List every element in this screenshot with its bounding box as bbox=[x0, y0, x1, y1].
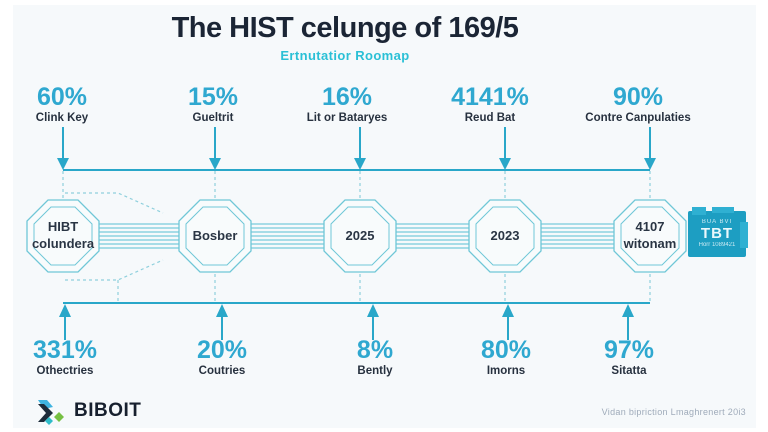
edge-top bbox=[0, 0, 768, 5]
stat-value: 15% bbox=[187, 83, 239, 111]
stat-value: 97% bbox=[603, 336, 655, 364]
stat-label: Othectries bbox=[36, 365, 94, 378]
stat-top-1: 60% Clink Key bbox=[0, 83, 137, 125]
stat-label: Coutries bbox=[198, 365, 246, 378]
stat-label: Contre Canpulaties bbox=[585, 112, 691, 125]
dashed-connectors bbox=[62, 171, 651, 302]
node-line: 4107 bbox=[635, 219, 665, 235]
node-label-3: 2025 bbox=[310, 214, 410, 258]
edge-right bbox=[756, 0, 768, 432]
stat-label: Gueltrit bbox=[192, 112, 234, 125]
stat-value: 16% bbox=[321, 83, 373, 111]
octagon-nodes bbox=[26, 199, 687, 273]
logo-icon-spacer bbox=[36, 397, 66, 425]
stat-label: Bently bbox=[357, 365, 393, 378]
stat-top-3: 16% Lit or Bataryes bbox=[272, 83, 422, 125]
stat-bottom-3: 8% Bently bbox=[300, 336, 450, 378]
footer-note: Vidan bipriction Lmaghrenert 20i3 bbox=[601, 407, 746, 417]
node-label-4: 2023 bbox=[455, 214, 555, 258]
page-subtitle: Ertnutatior Roomap bbox=[280, 48, 410, 63]
stat-bottom-2: 20% Coutries bbox=[147, 336, 297, 378]
node-line: colundera bbox=[31, 236, 95, 251]
teal-badge-text: BUA BVI TBT Horr 1089421 bbox=[688, 211, 746, 257]
node-line: Bosber bbox=[192, 227, 238, 243]
badge-top-text: BUA BVI bbox=[701, 219, 733, 226]
badge-bottom-text: Horr 1089421 bbox=[698, 242, 736, 249]
stat-top-4: 4141% Reud Bat bbox=[415, 83, 565, 125]
edge-left bbox=[0, 0, 13, 432]
stat-bottom-5: 97% Sitatta bbox=[554, 336, 704, 378]
stat-label: Reud Bat bbox=[464, 112, 516, 125]
node-label-1: HIBT colundera bbox=[13, 214, 113, 258]
badge-main-text: TBT bbox=[700, 224, 734, 242]
stat-value: 90% bbox=[612, 83, 664, 111]
stat-value: 80% bbox=[480, 336, 532, 364]
node-label-5: 4107 witonam bbox=[600, 214, 700, 258]
bottom-rail-arrows bbox=[59, 302, 650, 340]
teal-badge bbox=[688, 207, 748, 257]
ribbon-connectors bbox=[99, 223, 614, 249]
stat-value: 331% bbox=[33, 336, 97, 364]
stat-bottom-1: 331% Othectries bbox=[0, 336, 140, 378]
edge-bottom bbox=[0, 428, 768, 432]
node-line: 2023 bbox=[490, 227, 520, 243]
stat-value: 4141% bbox=[451, 83, 529, 111]
stat-label: Sitatta bbox=[611, 365, 647, 378]
top-rail-arrows bbox=[57, 127, 656, 171]
node-line: witonam bbox=[623, 236, 677, 251]
biboit-logo: BIBOIT bbox=[36, 397, 141, 425]
node-line: 2025 bbox=[345, 227, 375, 243]
stat-value: 20% bbox=[196, 336, 248, 364]
stat-value: 8% bbox=[356, 336, 394, 364]
stat-label: Lit or Bataryes bbox=[306, 112, 388, 125]
stat-value: 60% bbox=[36, 83, 88, 111]
stat-label: Clink Key bbox=[35, 112, 89, 125]
node-line: HIBT bbox=[47, 219, 79, 235]
stat-label: Imorns bbox=[486, 365, 526, 378]
biboit-logo-icon bbox=[38, 400, 64, 425]
page-title: The HIST celunge of 169/5 bbox=[171, 12, 519, 44]
logo-wordmark: BIBOIT bbox=[74, 400, 142, 421]
node-label-2: Bosber bbox=[165, 214, 265, 258]
stat-top-2: 15% Gueltrit bbox=[138, 83, 288, 125]
stat-top-5: 90% Contre Canpulaties bbox=[563, 83, 713, 125]
stat-bottom-4: 80% Imorns bbox=[431, 336, 581, 378]
